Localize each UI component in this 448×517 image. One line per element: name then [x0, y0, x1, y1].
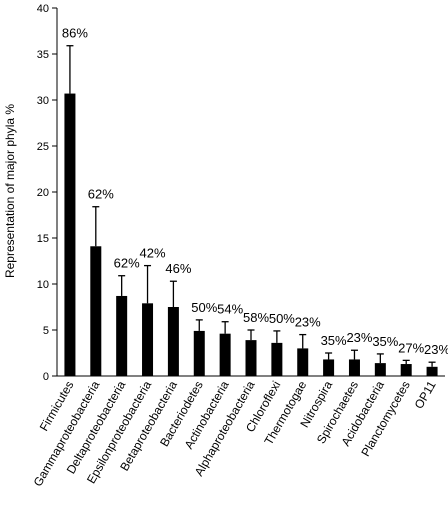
bar-label: 50%	[269, 311, 295, 326]
y-tick-label: 35	[37, 49, 49, 61]
bar-label: 23%	[295, 315, 321, 330]
bar	[64, 93, 76, 376]
y-tick-label: 5	[43, 325, 49, 337]
bar	[245, 340, 257, 376]
bar-label: 42%	[140, 246, 166, 261]
bar	[297, 348, 309, 376]
y-tick-label: 10	[37, 279, 49, 291]
bar	[374, 363, 386, 376]
bar-label: 54%	[217, 302, 243, 317]
bar-label: 62%	[114, 256, 140, 271]
bar-labels: 86%62%62%42%46%50% 54%58% 50% 23%35% 23% 35% 2…	[62, 26, 448, 357]
x-tick-label: OP11	[412, 378, 439, 411]
bar	[90, 246, 102, 376]
bar-label: 23%	[346, 330, 372, 345]
y-tick-label: 15	[37, 233, 49, 245]
y-tick-label: 25	[37, 141, 49, 153]
bar	[116, 295, 128, 376]
bar-label: 58%	[243, 310, 269, 325]
bar-label: 46%	[165, 261, 191, 276]
bar-label: 50%	[191, 300, 217, 315]
bar-label: 23%	[424, 342, 448, 357]
bar-label: 62%	[88, 187, 114, 202]
y-tick-label: 0	[43, 371, 49, 383]
bar	[400, 364, 412, 376]
bar-label: 35%	[321, 333, 347, 348]
bar	[219, 333, 231, 376]
bar	[271, 342, 283, 376]
bar	[426, 366, 438, 376]
bar	[348, 359, 360, 376]
bar	[167, 307, 179, 376]
y-tick-label: 20	[37, 187, 49, 199]
x-axis-labels: FirmicutesGammaproteobacteriaDeltaproteo…	[31, 378, 439, 489]
error-bars	[66, 45, 436, 367]
bar-label: 86%	[62, 26, 88, 41]
bar	[323, 359, 335, 376]
bar	[142, 303, 154, 376]
bar	[193, 330, 205, 376]
bar-label: 35%	[372, 334, 398, 349]
bars	[64, 93, 438, 376]
y-axis-title: Representation of major phyla %	[3, 104, 17, 278]
y-tick-label: 40	[37, 3, 49, 15]
bar-label: 27%	[398, 340, 424, 355]
y-tick-label: 30	[37, 95, 49, 107]
